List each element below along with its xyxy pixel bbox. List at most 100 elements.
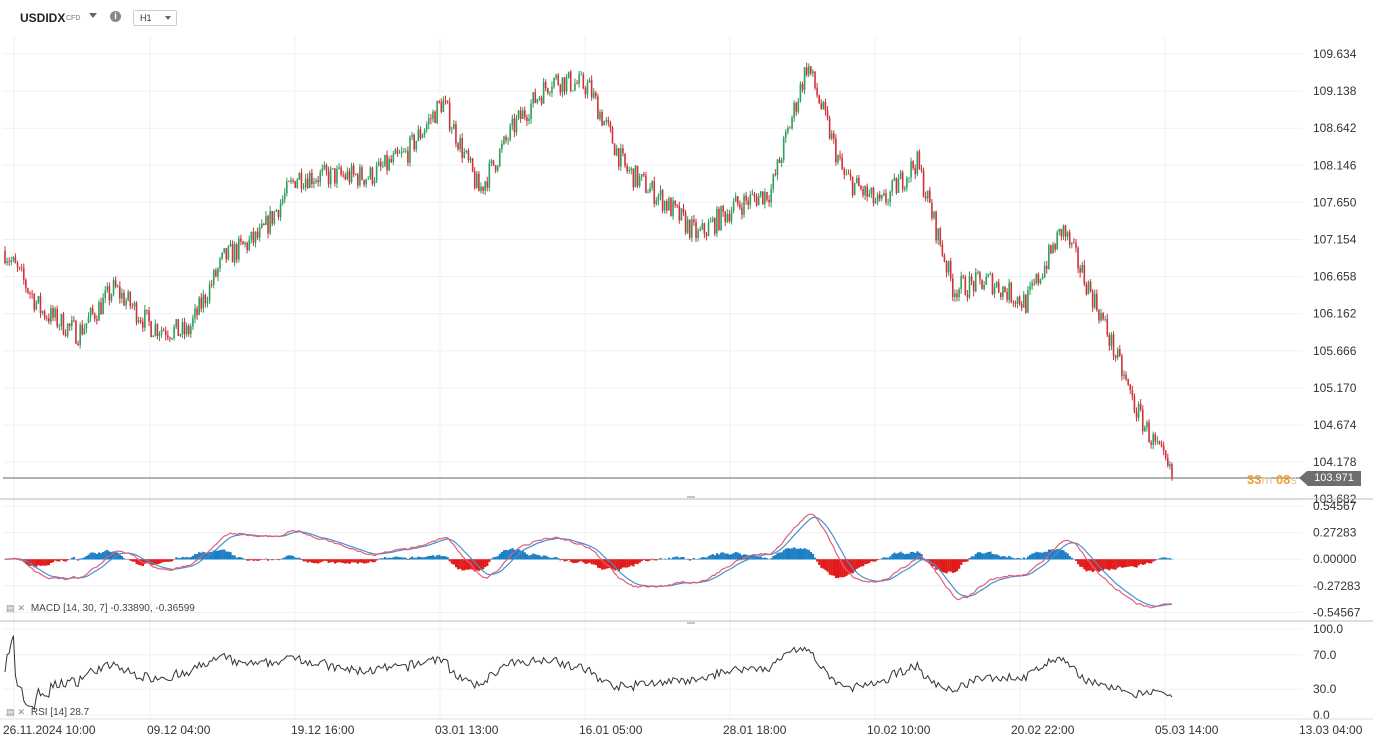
candle-body <box>221 252 223 259</box>
price-tick-label: 109.634 <box>1313 47 1357 61</box>
candle-body <box>127 291 129 301</box>
symbol-type: CFD <box>66 15 81 22</box>
macd-histogram-bar <box>958 559 961 569</box>
rsi-panel <box>4 635 1173 711</box>
candle-body <box>1027 289 1029 313</box>
candle-body <box>822 101 825 109</box>
symbol-dropdown-icon[interactable] <box>89 13 97 18</box>
candle-body <box>62 314 65 335</box>
macd-histogram-bar <box>152 559 155 566</box>
macd-histogram-bar <box>1116 559 1119 568</box>
candle-body <box>227 246 230 260</box>
macd-line <box>4 513 1173 609</box>
macd-histogram-bar <box>1077 559 1080 565</box>
timeframe-label: H1 <box>140 13 152 23</box>
candle-body <box>396 149 399 154</box>
menu-icon[interactable]: ▤ <box>6 707 15 717</box>
macd-histogram-bar <box>122 558 126 560</box>
candle-body <box>476 173 478 188</box>
macd-legend: ▤ ✕ MACD [14, 30, 7] -0.33890, -0.36599 <box>6 603 195 614</box>
candle-body <box>1096 293 1098 310</box>
candle-body <box>565 77 568 92</box>
macd-histogram-bar <box>315 559 318 564</box>
macd-histogram-bar <box>899 551 902 560</box>
info-icon[interactable]: i <box>110 11 121 22</box>
macd-histogram-bar <box>864 559 867 565</box>
price-tick-label: 106.658 <box>1313 270 1357 284</box>
candle-countdown: 33m 08s <box>1247 472 1297 487</box>
macd-histogram-bar <box>1068 556 1071 560</box>
macd-histogram-bar <box>632 559 635 567</box>
candle-body <box>680 208 683 221</box>
candle-body <box>824 101 827 111</box>
candle-body <box>845 173 848 175</box>
close-icon[interactable]: ✕ <box>17 603 26 613</box>
candle-body <box>48 318 50 322</box>
macd-histogram-bar <box>983 553 986 560</box>
macd-histogram-bar <box>179 558 182 560</box>
macd-histogram-bar <box>191 555 195 560</box>
candle-body <box>438 101 441 103</box>
candle-body <box>597 96 599 120</box>
candle-body <box>1121 356 1123 377</box>
candle-body <box>133 302 136 307</box>
candle-body <box>129 291 132 306</box>
macd-histogram-bar <box>709 555 712 560</box>
candle-body <box>914 168 917 174</box>
macd-histogram-bar <box>905 553 909 560</box>
candle-body <box>1150 442 1152 445</box>
candle-body <box>1052 244 1054 254</box>
macd-params: [14, 30, 7] <box>63 603 108 614</box>
symbol-name[interactable]: USDIDX <box>20 11 66 25</box>
candle-body <box>759 191 762 196</box>
candle-body <box>225 248 228 260</box>
macd-histogram-bar <box>588 559 591 563</box>
macd-histogram-bar <box>1089 559 1092 571</box>
macd-histogram-bar <box>755 556 758 560</box>
macd-histogram-bar <box>427 555 430 560</box>
candle-body <box>528 119 530 122</box>
macd-histogram-bar <box>348 559 351 564</box>
macd-histogram-bar <box>498 553 501 560</box>
macd-histogram-bar <box>302 559 305 562</box>
candle-body <box>162 329 165 331</box>
candle-body <box>628 169 631 172</box>
candle-body <box>1156 441 1159 442</box>
macd-histogram-bar <box>910 551 913 560</box>
candle-body <box>605 120 608 122</box>
candle-body <box>949 261 952 279</box>
candle-body <box>1164 450 1167 458</box>
menu-icon[interactable]: ▤ <box>6 603 15 613</box>
macd-histogram-bar <box>884 557 888 560</box>
candle-body <box>586 82 589 95</box>
candle-body <box>1070 242 1073 245</box>
time-tick-label: 28.01 18:00 <box>723 723 787 737</box>
candle-body <box>617 148 620 167</box>
candle-body <box>826 110 829 119</box>
candle-body <box>488 162 491 188</box>
candle-body <box>252 231 255 243</box>
macd-histogram-bar <box>402 557 405 560</box>
candle-body <box>244 242 246 245</box>
price-tick-label: 108.642 <box>1313 121 1357 135</box>
macd-histogram-bar <box>35 559 38 567</box>
macd-histogram-bar <box>41 559 44 566</box>
macd-histogram-bar <box>1074 559 1078 561</box>
macd-histogram-bar <box>72 557 76 560</box>
candle-body <box>699 229 701 231</box>
candle-body <box>697 230 699 239</box>
macd-histogram-bar <box>669 558 673 560</box>
macd-histogram-bar <box>133 559 136 562</box>
candle-body <box>632 168 635 188</box>
candle-body <box>592 92 595 98</box>
candle-body <box>306 178 309 188</box>
close-icon[interactable]: ✕ <box>17 707 26 717</box>
macd-panel <box>4 513 1174 609</box>
macd-histogram-bar <box>354 559 357 563</box>
timeframe-select[interactable]: H1 <box>133 10 177 26</box>
candle-body <box>1141 409 1144 432</box>
candle-body <box>106 286 109 291</box>
macd-histogram-bar <box>371 559 374 563</box>
macd-histogram-bar <box>941 559 944 572</box>
